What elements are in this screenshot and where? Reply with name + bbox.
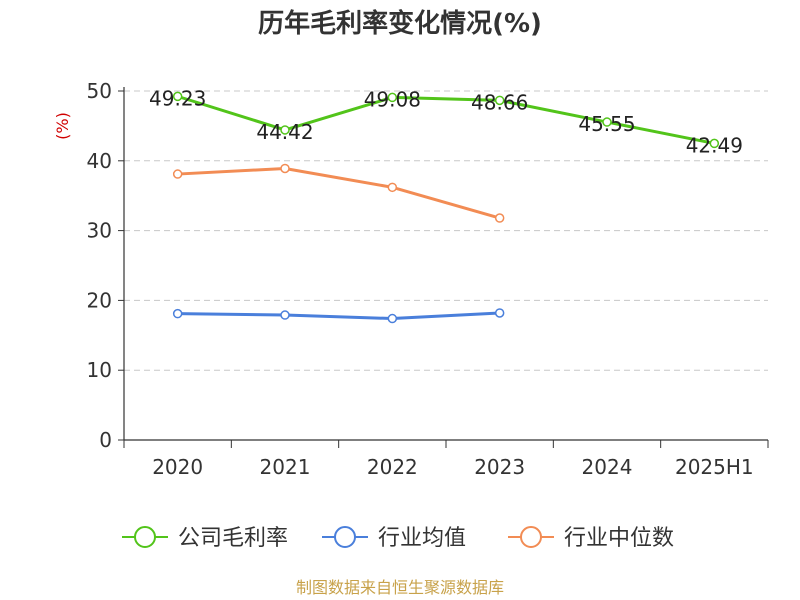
data-point — [280, 310, 290, 320]
series-line-0 — [177, 94, 715, 145]
x-tick-label: 2023 — [474, 455, 525, 479]
legend-label: 公司毛利率 — [178, 526, 288, 551]
series-line-2 — [177, 166, 501, 220]
source-note: 制图数据来自恒生聚源数据库 — [296, 578, 504, 597]
data-point — [172, 308, 183, 319]
data-point — [280, 125, 290, 135]
data-point — [172, 169, 183, 179]
legend-item-0: 公司毛利率 — [122, 526, 288, 551]
data-point — [387, 182, 398, 193]
legend-swatch-marker — [520, 526, 542, 548]
y-tick-label: 10 — [87, 358, 112, 382]
data-label: 42.49 — [686, 133, 743, 157]
x-tick-label: 2025H1 — [675, 455, 754, 479]
data-point — [494, 95, 505, 106]
data-label: 44.42 — [256, 120, 313, 144]
legend-label: 行业中位数 — [564, 526, 674, 551]
y-tick-label: 40 — [87, 149, 112, 173]
chart-title: 历年毛利率变化情况(%) — [258, 8, 542, 39]
data-point — [172, 91, 183, 102]
series-lines — [172, 91, 720, 324]
x-tick-label: 2020 — [152, 455, 203, 479]
axes: 0 10 20 30 40 50 2020 2021 2022 2023 2024 2025H1 — [87, 79, 769, 479]
legend-item-1: 行业均值 — [322, 526, 466, 551]
data-labels: 49.23 44.42 49.08 48.66 45.55 42.49 — [149, 86, 743, 157]
legend-swatch-marker — [334, 526, 356, 548]
legend-swatch-marker — [134, 526, 156, 548]
data-point — [280, 163, 290, 174]
data-label: 48.66 — [471, 90, 528, 114]
data-point — [602, 117, 612, 127]
data-point — [387, 313, 398, 324]
data-point — [387, 92, 398, 103]
y-tick-label: 0 — [99, 428, 112, 452]
x-tick-label: 2022 — [367, 455, 418, 479]
y-axis-label: (%) — [53, 112, 72, 140]
data-point — [494, 308, 505, 318]
data-label: 45.55 — [578, 112, 635, 136]
y-tick-label: 50 — [87, 79, 112, 103]
data-label: 49.23 — [149, 86, 206, 110]
data-point — [709, 138, 720, 149]
legend-label: 行业均值 — [378, 526, 466, 551]
data-label: 49.08 — [364, 87, 421, 111]
legend: 公司毛利率 行业均值 行业中位数 — [122, 526, 674, 551]
grid-lines — [124, 90, 768, 371]
y-tick-label: 30 — [87, 219, 112, 243]
series-line-1 — [177, 311, 500, 321]
data-point — [494, 213, 505, 223]
x-tick-label: 2021 — [260, 455, 311, 479]
legend-item-2: 行业中位数 — [508, 526, 674, 551]
x-tick-label: 2024 — [582, 455, 633, 479]
y-tick-label: 20 — [87, 288, 112, 312]
